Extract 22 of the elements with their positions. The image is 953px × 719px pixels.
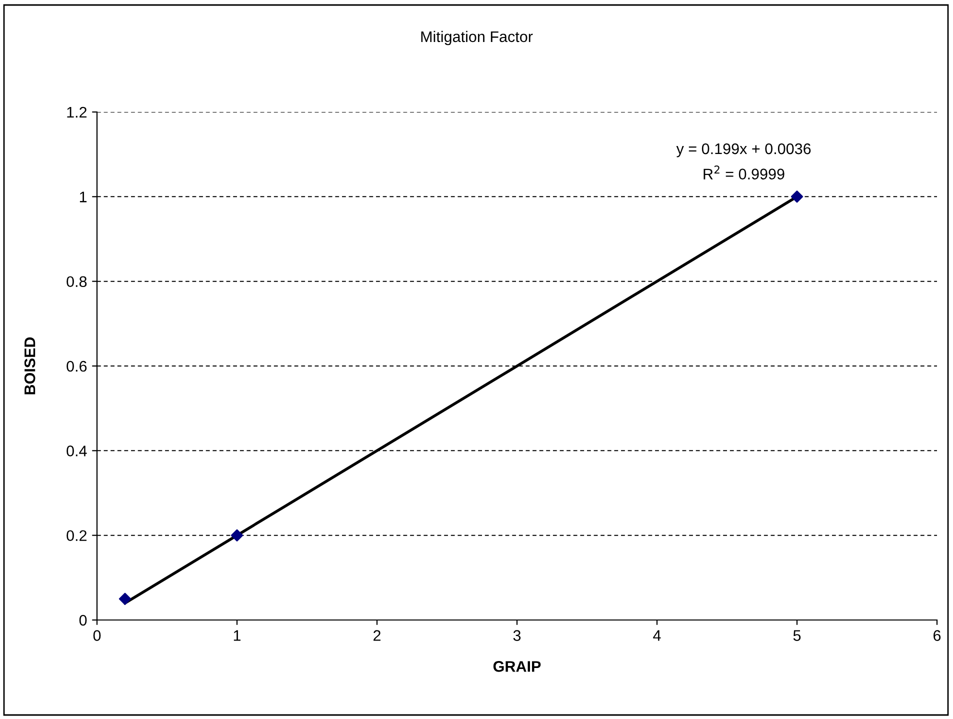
y-tick-label: 1	[80, 192, 87, 202]
x-tick-label: 0	[93, 630, 101, 641]
y-tick-label: 0.6	[66, 360, 87, 372]
x-axis-title: GRAIP	[493, 661, 541, 672]
annotation: y = 0.199x + 0.0036	[676, 143, 811, 158]
x-tick-label: 1	[234, 630, 241, 641]
x-tick-label: 6	[934, 630, 941, 641]
y-tick-label: 1.2	[67, 106, 87, 118]
chart-title: Mitigation Factor	[421, 30, 533, 46]
y-tick-label: 0.2	[66, 530, 87, 542]
x-tick-label: 2	[374, 630, 380, 641]
point	[118, 592, 132, 605]
annotation: R$^{2}$ = 0.9999	[704, 166, 784, 180]
point	[230, 529, 244, 542]
y-tick-label: 0.4	[66, 446, 87, 456]
y-tick-label: 0	[79, 614, 87, 626]
y-tick-label: 0.8	[66, 276, 87, 288]
point	[790, 190, 804, 203]
x-tick-label: 5	[793, 630, 801, 641]
x-tick-label: 4	[653, 630, 661, 641]
x-tick-label: 3	[513, 630, 521, 641]
y-axis-title: BOISED	[24, 337, 36, 394]
